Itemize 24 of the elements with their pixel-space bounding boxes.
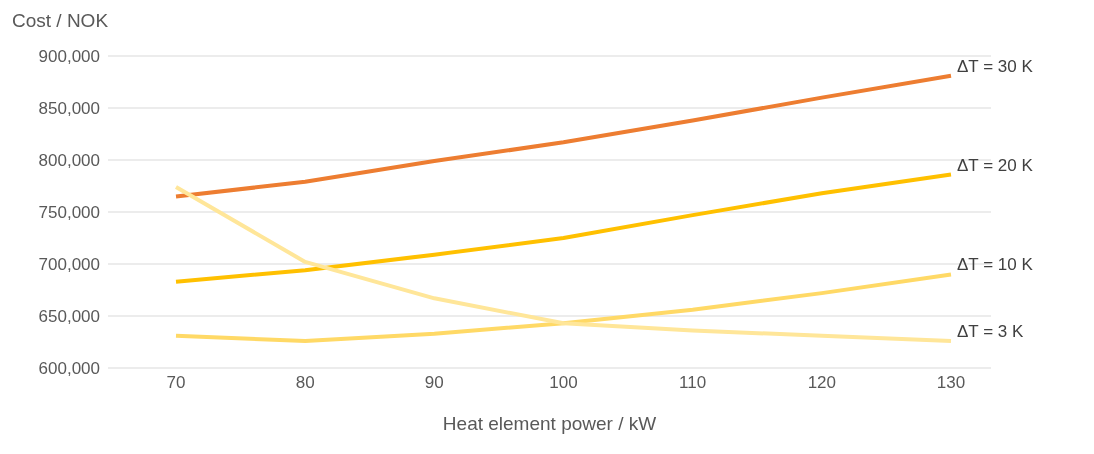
line-series bbox=[174, 73, 953, 199]
x-tick-label: 80 bbox=[295, 373, 315, 393]
series-label: ΔT = 20 K bbox=[957, 155, 1034, 175]
series-label: ΔT = 3 K bbox=[957, 321, 1024, 341]
x-tick-label: 70 bbox=[166, 373, 186, 393]
x-tick-label: 90 bbox=[424, 373, 444, 393]
y-tick-label: 750,000 bbox=[38, 203, 100, 223]
line-series bbox=[174, 172, 953, 284]
y-axis-title: Cost / NOK bbox=[12, 10, 109, 32]
x-tick-label: 120 bbox=[807, 373, 837, 393]
line-series bbox=[174, 272, 953, 343]
y-tick-label: 700,000 bbox=[38, 255, 100, 275]
series-label: ΔT = 10 K bbox=[957, 255, 1034, 275]
x-axis-title: Heat element power / kW bbox=[442, 413, 657, 434]
series-label: ΔT = 30 K bbox=[957, 56, 1034, 76]
line-series bbox=[174, 185, 953, 343]
y-tick-label: 900,000 bbox=[38, 47, 100, 67]
y-tick-label: 800,000 bbox=[38, 151, 100, 171]
x-tick-label: 110 bbox=[679, 373, 707, 393]
y-tick-label: 850,000 bbox=[38, 99, 100, 119]
y-tick-label: 600,000 bbox=[38, 359, 100, 379]
x-tick-label: 130 bbox=[936, 373, 966, 393]
x-tick-label: 100 bbox=[549, 373, 578, 393]
y-tick-label: 650,000 bbox=[38, 307, 100, 327]
